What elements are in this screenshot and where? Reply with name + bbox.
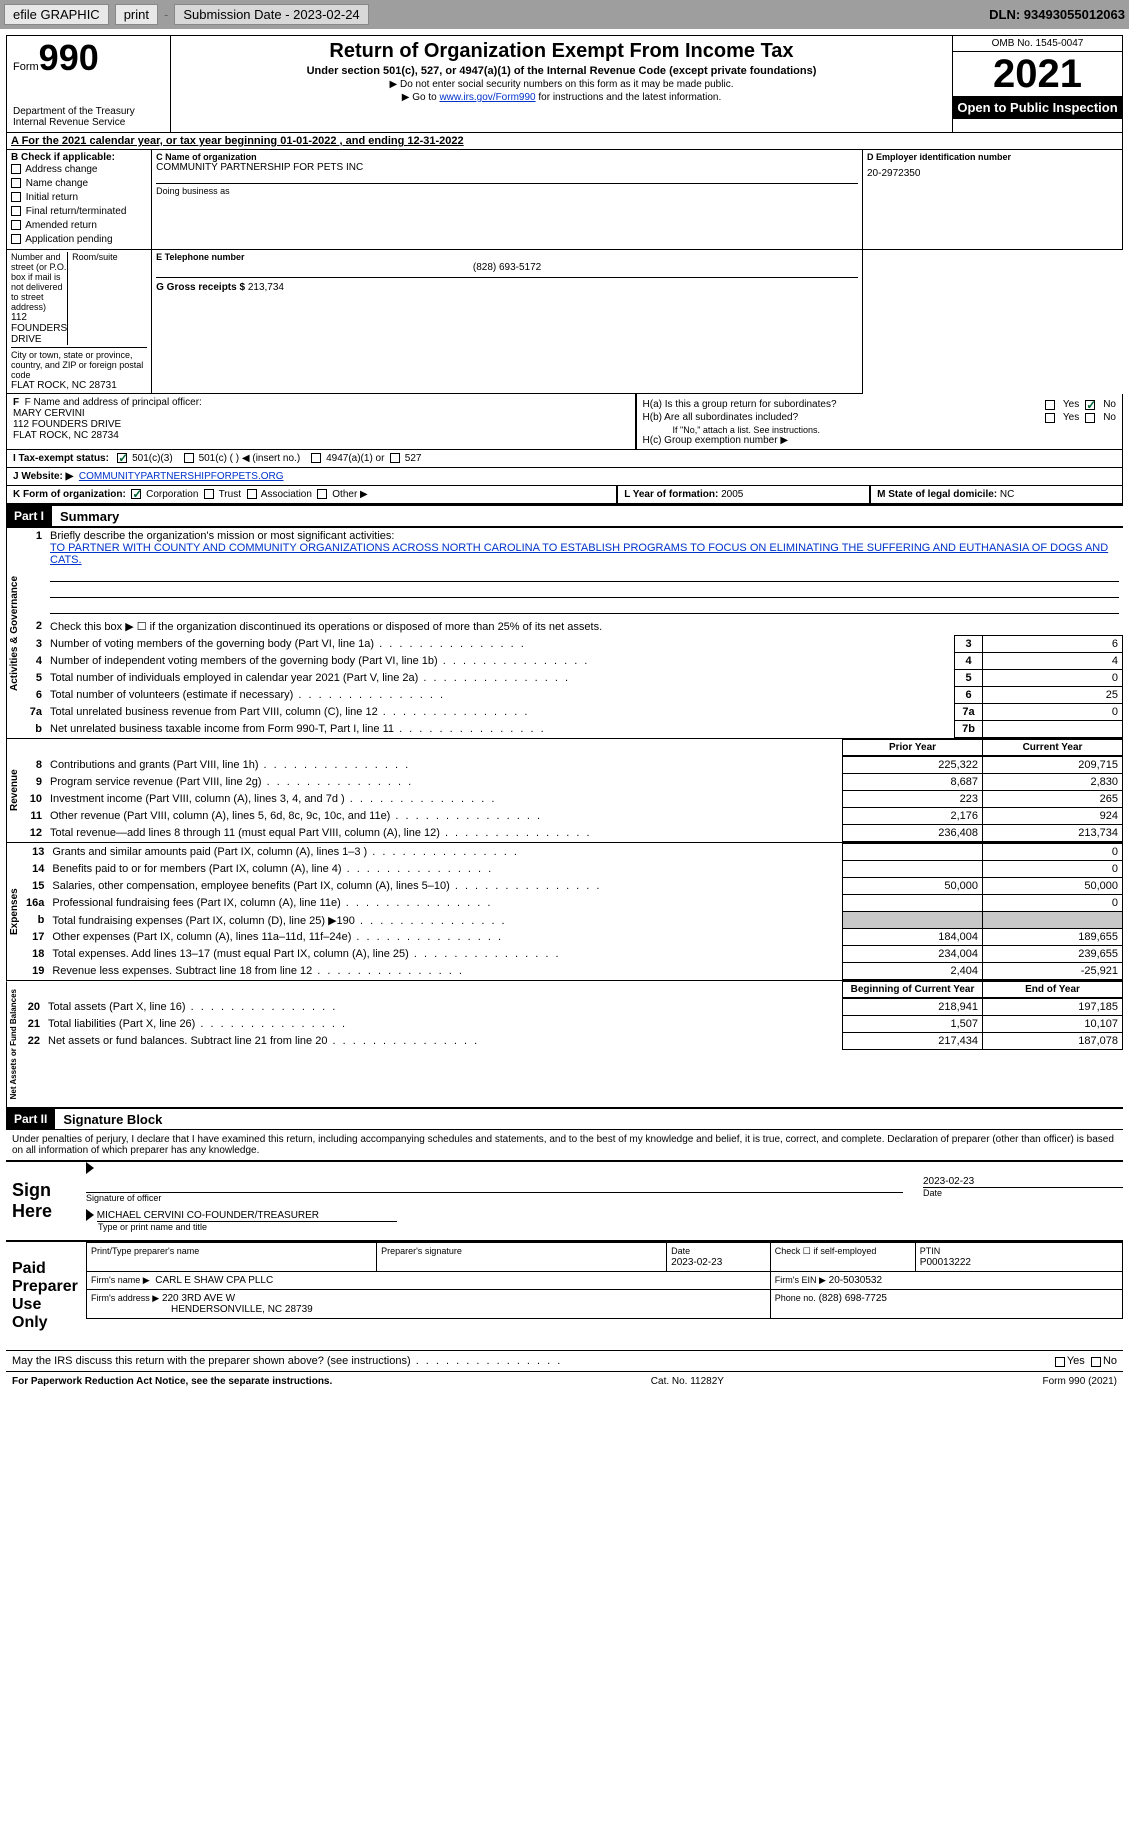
open-inspection: Open to Public Inspection: [953, 96, 1122, 119]
paid-preparer-label: Paid Preparer Use Only: [6, 1242, 86, 1350]
summary-line: 3Number of voting members of the governi…: [22, 636, 1123, 653]
box-d: D Employer identification number 20-2972…: [863, 150, 1123, 250]
box-l: L Year of formation: 2005: [617, 486, 870, 504]
dln-label: DLN: 93493055012063: [989, 7, 1125, 22]
box-b: B Check if applicable: Address change Na…: [7, 150, 152, 250]
instruction-2: ▶ Go to www.irs.gov/Form990 for instruct…: [175, 92, 948, 103]
main-title: Return of Organization Exempt From Incom…: [175, 40, 948, 63]
vert-revenue: Revenue: [6, 739, 22, 842]
summary-line: 9Program service revenue (Part VIII, lin…: [22, 774, 1123, 791]
box-c-address: Number and street (or P.O. box if mail i…: [7, 250, 152, 394]
summary-line: 19Revenue less expenses. Subtract line 1…: [22, 963, 1123, 980]
declaration-text: Under penalties of perjury, I declare th…: [6, 1130, 1123, 1160]
part1-header: Part I Summary: [6, 504, 1123, 527]
summary-line: 7aTotal unrelated business revenue from …: [22, 704, 1123, 721]
summary-line: 18Total expenses. Add lines 13–17 (must …: [22, 946, 1123, 963]
page-footer: For Paperwork Reduction Act Notice, see …: [6, 1371, 1123, 1391]
tax-period: A For the 2021 calendar year, or tax yea…: [6, 133, 1123, 150]
toolbar-sep: -: [164, 7, 168, 22]
checkbox-item[interactable]: Amended return: [11, 219, 147, 233]
summary-line: 13Grants and similar amounts paid (Part …: [22, 844, 1123, 861]
part2-header: Part II Signature Block: [6, 1107, 1123, 1130]
summary-line: 12Total revenue—add lines 8 through 11 (…: [22, 825, 1123, 842]
checkbox-item[interactable]: Initial return: [11, 191, 147, 205]
summary-line: 21Total liabilities (Part X, line 26)1,5…: [20, 1016, 1123, 1033]
summary-line: 11Other revenue (Part VIII, column (A), …: [22, 808, 1123, 825]
summary-line: bNet unrelated business taxable income f…: [22, 721, 1123, 738]
vert-netassets: Net Assets or Fund Balances: [6, 981, 20, 1107]
summary-line: 6Total number of volunteers (estimate if…: [22, 687, 1123, 704]
efile-button[interactable]: efile GRAPHIC: [4, 4, 109, 25]
checkbox-item[interactable]: Name change: [11, 177, 147, 191]
summary-line: 15Salaries, other compensation, employee…: [22, 878, 1123, 895]
omb-number: OMB No. 1545-0047: [953, 36, 1122, 52]
summary-line: 5Total number of individuals employed in…: [22, 670, 1123, 687]
vert-governance: Activities & Governance: [6, 528, 22, 738]
box-h: H(a) Is this a group return for subordin…: [636, 394, 1123, 450]
toolbar: efile GRAPHIC print - Submission Date - …: [0, 0, 1129, 29]
year-box: OMB No. 1545-0047 2021 Open to Public In…: [953, 35, 1123, 133]
subtitle: Under section 501(c), 527, or 4947(a)(1)…: [175, 65, 948, 77]
summary-line: 17Other expenses (Part IX, column (A), l…: [22, 929, 1123, 946]
arrow-icon: [86, 1209, 94, 1221]
box-m: M State of legal domicile: NC: [870, 486, 1123, 504]
submission-date: Submission Date - 2023-02-24: [174, 4, 368, 25]
summary-line: 10Investment income (Part VIII, column (…: [22, 791, 1123, 808]
summary-line: bTotal fundraising expenses (Part IX, co…: [22, 912, 1123, 929]
box-k: K Form of organization: Corporation Trus…: [6, 486, 617, 504]
box-i: I Tax-exempt status: 501(c)(3) 501(c) ( …: [6, 450, 1123, 468]
summary-line: 20Total assets (Part X, line 16)218,9411…: [20, 999, 1123, 1016]
box-j: J Website: ▶ COMMUNITYPARTNERSHIPFORPETS…: [6, 468, 1123, 486]
checkbox-item[interactable]: Application pending: [11, 233, 147, 247]
tax-year: 2021: [953, 52, 1122, 96]
summary-line: 4Number of independent voting members of…: [22, 653, 1123, 670]
sign-here-label: Sign Here: [6, 1162, 86, 1240]
print-button[interactable]: print: [115, 4, 158, 25]
discuss-row: May the IRS discuss this return with the…: [6, 1350, 1123, 1371]
checkbox-item[interactable]: Address change: [11, 163, 147, 177]
title-box: Return of Organization Exempt From Incom…: [171, 35, 953, 133]
box-e-g: E Telephone number (828) 693-5172 G Gros…: [152, 250, 863, 394]
box-f: F F Name and address of principal office…: [6, 394, 636, 450]
box-c-name: C Name of organization COMMUNITY PARTNER…: [152, 150, 863, 250]
summary-line: 16aProfessional fundraising fees (Part I…: [22, 895, 1123, 912]
summary-line: 22Net assets or fund balances. Subtract …: [20, 1033, 1123, 1050]
checkbox-item[interactable]: Final return/terminated: [11, 205, 147, 219]
irs-link[interactable]: www.irs.gov/Form990: [439, 92, 535, 103]
vert-expenses: Expenses: [6, 843, 22, 980]
summary-line: 14Benefits paid to or for members (Part …: [22, 861, 1123, 878]
arrow-icon: [86, 1162, 94, 1174]
instruction-1: ▶ Do not enter social security numbers o…: [175, 79, 948, 90]
form-number-box: Form990 Department of the Treasury Inter…: [6, 35, 171, 133]
summary-line: 8Contributions and grants (Part VIII, li…: [22, 757, 1123, 774]
